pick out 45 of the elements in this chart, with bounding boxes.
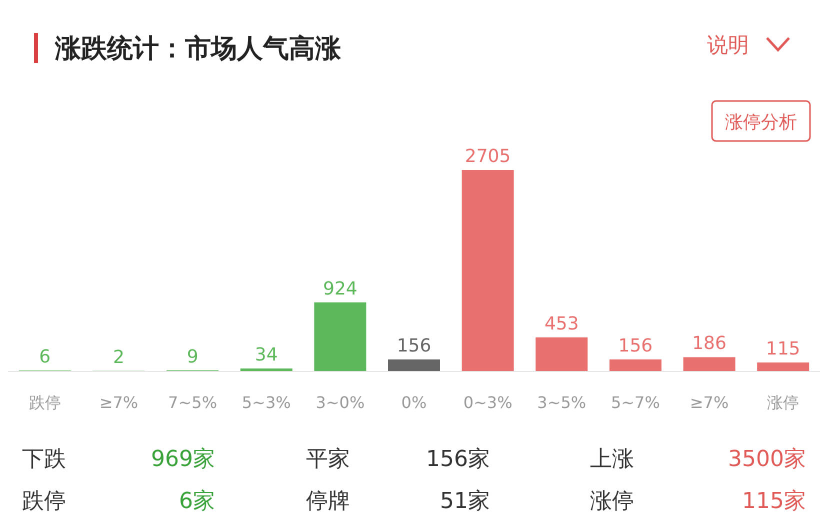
text: 平家 [306, 447, 350, 472]
bar [757, 362, 810, 371]
text: 涨停分析 [725, 112, 797, 133]
x-tick-label: 跌停 [28, 393, 61, 412]
x-tick-label: ≥7% [99, 393, 138, 412]
data-label: 9 [186, 346, 198, 368]
data-label: 34 [254, 344, 278, 366]
bar [462, 170, 514, 371]
text: 3500家 [728, 447, 806, 472]
text: 下跌 [22, 447, 66, 472]
data-label: 156 [396, 335, 432, 356]
text: 停牌 [306, 489, 350, 514]
data-label: 186 [692, 333, 726, 354]
text: 上涨 [590, 447, 634, 472]
bar [536, 337, 588, 371]
data-label: 115 [766, 338, 800, 360]
text: 跌停 [22, 489, 66, 514]
x-tick-label: ≥7% [690, 393, 729, 412]
bar [609, 359, 662, 371]
text: 51家 [440, 489, 490, 514]
x-tick-label: 5~7% [610, 393, 660, 412]
bar [683, 357, 736, 371]
bar [388, 359, 440, 371]
text: 涨停 [590, 489, 634, 514]
text: 6家 [179, 489, 215, 514]
bar [314, 302, 366, 371]
x-tick-label: 7~5% [168, 393, 218, 412]
data-label: 924 [323, 278, 358, 300]
bar [240, 368, 292, 371]
text: 说明 [707, 33, 749, 57]
x-tick-label: 3~0% [316, 393, 365, 412]
data-label: 453 [544, 313, 579, 334]
data-label: 2705 [464, 146, 511, 167]
x-tick-label: 0% [401, 393, 427, 412]
data-label: 6 [39, 346, 51, 368]
chart-title: 涨跌统计：市场人气高涨 [54, 34, 342, 64]
text: 969家 [151, 447, 215, 472]
text: 156家 [426, 447, 490, 472]
x-tick-label: 涨停 [767, 393, 800, 412]
text: 115家 [742, 489, 806, 514]
x-tick-label: 0~3% [463, 393, 512, 412]
x-tick-label: 5~3% [242, 393, 291, 412]
data-label: 156 [618, 335, 653, 356]
x-tick-label: 3~5% [537, 393, 586, 412]
data-label: 2 [113, 346, 124, 368]
